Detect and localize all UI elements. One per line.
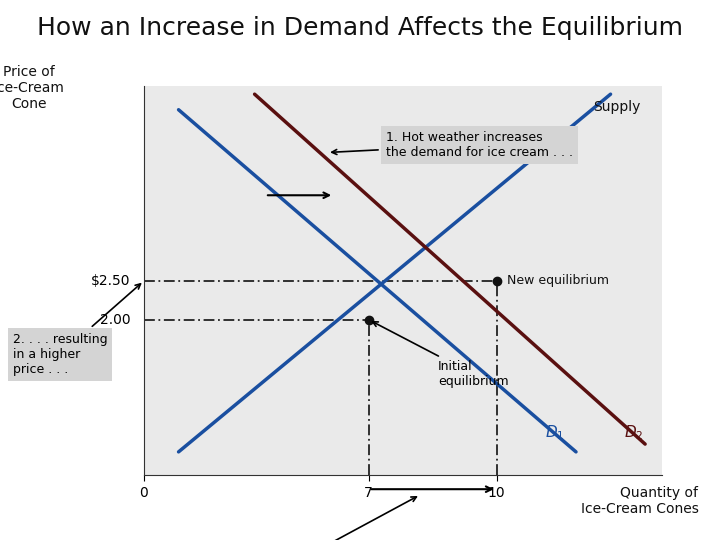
Text: $2.50: $2.50	[91, 274, 130, 288]
Text: 3. . . .  and a higher
quantity sold.: 3. . . . and a higher quantity sold.	[196, 497, 416, 540]
Text: Supply: Supply	[593, 99, 641, 113]
Text: $D_2$: $D_2$	[624, 423, 644, 442]
Text: Quantity of
Ice-Cream Cones: Quantity of Ice-Cream Cones	[580, 486, 698, 516]
Text: How an Increase in Demand Affects the Equilibrium: How an Increase in Demand Affects the Eq…	[37, 16, 683, 40]
Text: 2.00: 2.00	[99, 313, 130, 327]
Text: $D_1$: $D_1$	[545, 423, 564, 442]
Text: Price of
Ice-Cream
Cone: Price of Ice-Cream Cone	[0, 65, 64, 111]
Text: 1. Hot weather increases
the demand for ice cream . . .: 1. Hot weather increases the demand for …	[332, 131, 573, 159]
Text: Initial
equilibrium: Initial equilibrium	[373, 322, 508, 388]
Text: New equilibrium: New equilibrium	[507, 274, 609, 287]
Text: 2. . . . resulting
in a higher
price . . .: 2. . . . resulting in a higher price . .…	[13, 284, 140, 376]
